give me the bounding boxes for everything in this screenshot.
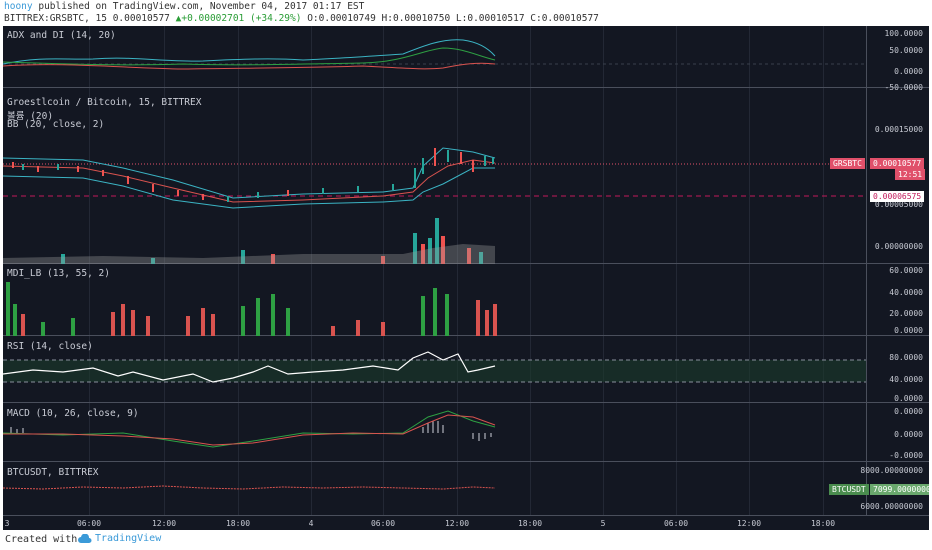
macd-pane[interactable]: MACD (10, 26, close, 9) <box>3 403 866 462</box>
ohlc-values: O:0.00010749 H:0.00010750 L:0.00010517 C… <box>307 13 599 24</box>
mdi-tick: 0.0000 <box>894 326 923 335</box>
btc-tick: 6000.00000000 <box>860 502 923 511</box>
btc-value-badge: 7099.00000000 <box>870 484 929 495</box>
btc-label: BTCUSDT, BITTREX <box>7 467 99 478</box>
time-label: 5 <box>600 519 606 528</box>
header-bar: hoony published on TradingView.com, Nove… <box>0 0 932 25</box>
time-label: 3 <box>4 519 10 528</box>
level-badge: 0.00006575 <box>870 191 925 202</box>
mdi-tick: 60.0000 <box>889 266 923 275</box>
time-label: 18:00 <box>517 519 543 528</box>
price-tick: 0.00000000 <box>874 242 923 251</box>
time-label: 12:00 <box>151 519 177 528</box>
time-label: 12:00 <box>444 519 470 528</box>
adx-axis[interactable]: 100.0000 50.0000 0.0000 -50.0000 <box>866 26 929 92</box>
adx-pane[interactable]: ADX and DI (14, 20) <box>3 26 866 88</box>
badge-symbol: GRSBTC <box>833 159 862 168</box>
chart-area[interactable]: ADX and DI (14, 20) 100.0000 50.0000 0.0… <box>3 26 929 530</box>
rsi-tick: 0.0000 <box>894 394 923 403</box>
change-value: +0.00002701 (+34.29%) <box>181 13 302 24</box>
cloud-icon <box>78 533 92 543</box>
price-tick: 0.00015000 <box>874 125 923 134</box>
rsi-pane[interactable]: RSI (14, close) <box>3 336 866 403</box>
mdi-plot <box>6 282 497 336</box>
published-text: published on TradingView.com, November 0… <box>38 1 365 12</box>
ohlc-line: BITTREX:GRSBTC, 15 0.00010577 ▲+0.000027… <box>4 13 599 25</box>
mdi-tick: 20.0000 <box>889 309 923 318</box>
rsi-axis[interactable]: 80.0000 40.0000 0.0000 <box>866 336 929 403</box>
mdi-label: MDI_LB (13, 55, 2) <box>7 268 110 279</box>
btc-pane[interactable]: BTCUSDT, BITTREX <box>3 462 866 516</box>
time-label: 12:00 <box>736 519 762 528</box>
macd-axis[interactable]: 0.0000 0.0000 -0.0000 <box>866 403 929 462</box>
time-label: 06:00 <box>76 519 102 528</box>
btc-symbol-badge: BTCUSDT <box>829 484 869 495</box>
price-pane[interactable]: Groestlcoin / Bitcoin, 15, BITTREX 볼륨 (2… <box>3 88 866 264</box>
price-axis[interactable]: 0.00015000 0.00005000 0.00000000 <box>866 88 929 264</box>
price-title: Groestlcoin / Bitcoin, 15, BITTREX <box>7 97 202 108</box>
created-with-text: Created with <box>5 534 78 545</box>
up-arrow-icon: ▲ <box>175 13 182 24</box>
time-axis[interactable]: 3 06:00 12:00 18:00 4 06:00 12:00 18:00 … <box>3 516 929 530</box>
symbol-price-badge: GRSBTC <box>830 158 865 169</box>
tradingview-logo[interactable]: TradingView <box>78 533 161 544</box>
btc-tick: 8000.00000000 <box>860 466 923 475</box>
macd-tick: -0.0000 <box>889 451 923 460</box>
mdi-pane[interactable]: MDI_LB (13, 55, 2) <box>3 264 866 336</box>
rsi-tick: 80.0000 <box>889 353 923 362</box>
volume-label: 볼륨 (20) <box>7 111 54 122</box>
time-label: 06:00 <box>663 519 689 528</box>
macd-tick: 0.0000 <box>894 407 923 416</box>
adx-tick: 100.0000 <box>884 29 923 38</box>
adx-plot <box>3 39 866 70</box>
price-tick: 0.00005000 <box>874 200 923 209</box>
adx-tick: 50.0000 <box>889 46 923 55</box>
time-label: 06:00 <box>370 519 396 528</box>
btc-plot <box>3 485 496 490</box>
mdi-axis[interactable]: 60.0000 40.0000 20.0000 0.0000 <box>866 264 929 336</box>
time-label: 4 <box>308 519 314 528</box>
rsi-tick: 40.0000 <box>889 375 923 384</box>
time-label: 18:00 <box>225 519 251 528</box>
adx-tick: 0.0000 <box>894 67 923 76</box>
macd-plot <box>3 410 496 448</box>
rsi-label: RSI (14, close) <box>7 341 93 352</box>
adx-tick: -50.0000 <box>884 83 923 92</box>
bb-label: BB (20, close, 2) <box>7 119 105 130</box>
price-plot <box>3 147 866 264</box>
footer: Created with TradingView <box>0 530 932 550</box>
brand-name: TradingView <box>95 533 162 544</box>
macd-label: MACD (10, 26, close, 9) <box>7 408 139 419</box>
symbol-label: BITTREX:GRSBTC, 15 <box>4 13 107 24</box>
publish-line: hoony published on TradingView.com, Nove… <box>4 1 364 13</box>
adx-label: ADX and DI (14, 20) <box>7 30 116 41</box>
time-label: 18:00 <box>810 519 836 528</box>
mdi-tick: 40.0000 <box>889 288 923 297</box>
last-price: 0.00010577 <box>112 13 170 24</box>
countdown-badge: 12:51 <box>895 169 926 180</box>
rsi-plot <box>3 351 866 383</box>
author-link[interactable]: hoony <box>4 1 33 12</box>
last-price-badge: 0.00010577 <box>870 158 925 169</box>
macd-tick: 0.0000 <box>894 430 923 439</box>
